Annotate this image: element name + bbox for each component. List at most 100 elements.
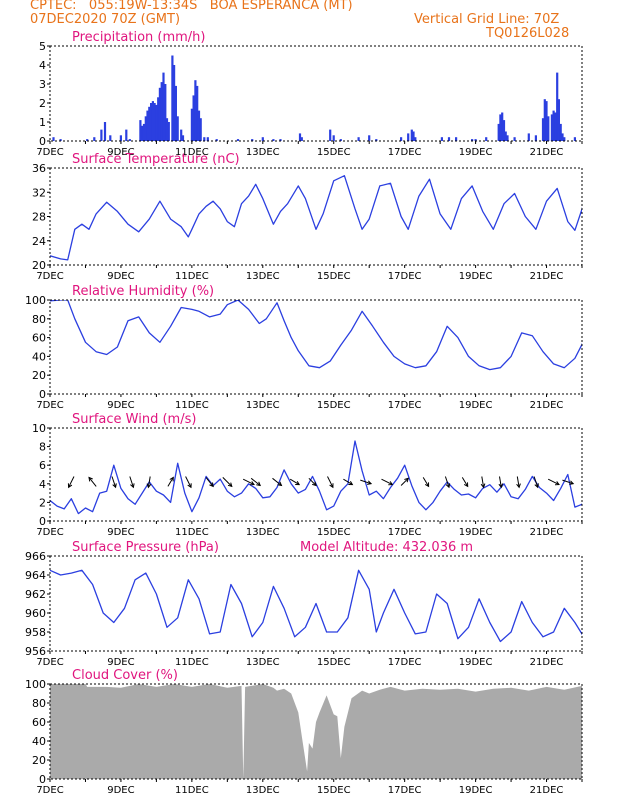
cloud-ytick-label: 60 [32, 716, 46, 729]
press-series-line [50, 569, 582, 643]
temp-xtick-label: 7DEC [36, 271, 63, 282]
precip-bar [329, 129, 332, 141]
wind-arrow-head [329, 483, 334, 489]
precip-xtick-label: 11DEC [175, 147, 209, 158]
wind-ytick-label: 10 [32, 422, 46, 435]
rh-ytick-label: 20 [32, 369, 46, 382]
wind-arrow-shaft [381, 478, 393, 486]
wind-arrow-head [169, 476, 174, 482]
precip-bar [215, 139, 218, 141]
precip-bar [563, 137, 566, 141]
precip-bar [339, 139, 342, 141]
wind-arrow-shaft [289, 478, 300, 486]
wind-arrow-head [554, 481, 560, 486]
wind-arrow-shaft [360, 479, 372, 485]
temp-ytick-label: 32 [32, 186, 46, 199]
wind-arrow-shaft [205, 477, 214, 487]
rh-ytick-label: 0 [39, 388, 46, 401]
rh-ytick-label: 40 [32, 350, 46, 363]
wind-xtick-label: 9DEC [107, 527, 134, 538]
precip-bar [93, 137, 96, 141]
header-date-line: 07DEC2020 70Z (GMT) [30, 12, 181, 27]
wind-arrow-shaft [185, 476, 192, 488]
temp-xtick-label: 11DEC [175, 271, 209, 282]
precip-bar [595, 122, 597, 141]
rh-xtick-label: 9DEC [107, 400, 134, 411]
precip-bar [158, 87, 161, 141]
wind-arrow-head [583, 482, 587, 486]
precip-bar [100, 129, 103, 141]
precip-bar [357, 137, 360, 141]
precip-bar [128, 139, 131, 141]
wind-xtick-label: 15DEC [317, 527, 351, 538]
press-ytick-label: 964 [25, 569, 46, 582]
press-ytick-label: 956 [25, 645, 46, 658]
precip-bar [513, 137, 516, 141]
precip-bar [190, 108, 193, 141]
precip-bar [527, 133, 530, 141]
wind-arrow-shaft [68, 476, 75, 488]
precip-ytick-label: 0 [39, 135, 46, 148]
wind-arrow-shaft [481, 476, 485, 488]
precip-bar [150, 103, 153, 141]
wind-ytick-label: 0 [39, 515, 46, 528]
precip-ytick-label: 4 [39, 59, 46, 72]
precip-bar [251, 139, 254, 141]
temp-ytick-label: 20 [32, 259, 46, 272]
precip-bar [557, 99, 560, 141]
wind-arrow-shaft [147, 476, 151, 488]
precip-bar [534, 135, 537, 141]
precip-bar [272, 139, 275, 141]
precip-bar [196, 85, 199, 141]
precip-ytick-label: 3 [39, 78, 46, 91]
wind-arrow-head [348, 480, 354, 486]
precip-bar [447, 137, 451, 141]
precip-bar [197, 110, 201, 141]
wind-arrow-head [516, 483, 521, 489]
precip-bar [52, 137, 55, 141]
press-ytick-label: 966 [25, 550, 46, 563]
precip-bar [165, 118, 169, 141]
precip-bar [125, 129, 128, 141]
precip-bar [164, 84, 167, 141]
precip-bar [162, 72, 165, 141]
cloud-xtick-label: 11DEC [175, 785, 209, 796]
precip-bar [541, 118, 545, 141]
precip-bar [167, 122, 170, 141]
precip-xtick-label: 7DEC [36, 147, 63, 158]
cloud-xtick-label: 13DEC [246, 785, 280, 796]
precip-bar [561, 133, 564, 141]
precip-bar [139, 120, 142, 141]
precip-bar [171, 55, 174, 141]
wind-arrow-shaft [533, 476, 539, 488]
precip-bar [180, 129, 183, 141]
wind-frame [49, 427, 583, 522]
cloud-xtick-label: 7DEC [36, 785, 63, 796]
precip-bar [375, 139, 378, 141]
precip-bar [151, 101, 154, 141]
precip-bar [573, 137, 576, 141]
rh-ytick-label: 60 [32, 332, 46, 345]
precip-bar [599, 118, 601, 141]
press-frame [49, 555, 583, 652]
wind-arrow-head [424, 482, 430, 488]
precip-bar [141, 125, 144, 141]
precip-bar [504, 131, 507, 141]
precip-bar [176, 116, 179, 141]
precip-xtick-label: 15DEC [317, 147, 351, 158]
cloud-title: Cloud Cover (%) [72, 668, 178, 683]
wind-arrow-head [498, 483, 504, 489]
precip-xtick-label: 17DEC [388, 147, 422, 158]
cloud-ytick-label: 0 [39, 773, 46, 786]
temp-ytick-label: 36 [32, 162, 46, 175]
precip-bar [455, 137, 458, 141]
cloud-xtick-label: 9DEC [107, 785, 134, 796]
rh-xtick-label: 7DEC [36, 400, 63, 411]
header-station-line: CPTEC: 055:19W-13:34S BOA ESPERANCA (MT) [30, 0, 353, 13]
wind-arrow-shaft [111, 476, 117, 488]
wind-arrow-head [614, 482, 618, 486]
wind-arrow-head [404, 477, 410, 483]
wind-xtick-label: 11DEC [175, 527, 209, 538]
precip-bar [142, 123, 146, 141]
wind-arrow-shaft [516, 476, 520, 488]
